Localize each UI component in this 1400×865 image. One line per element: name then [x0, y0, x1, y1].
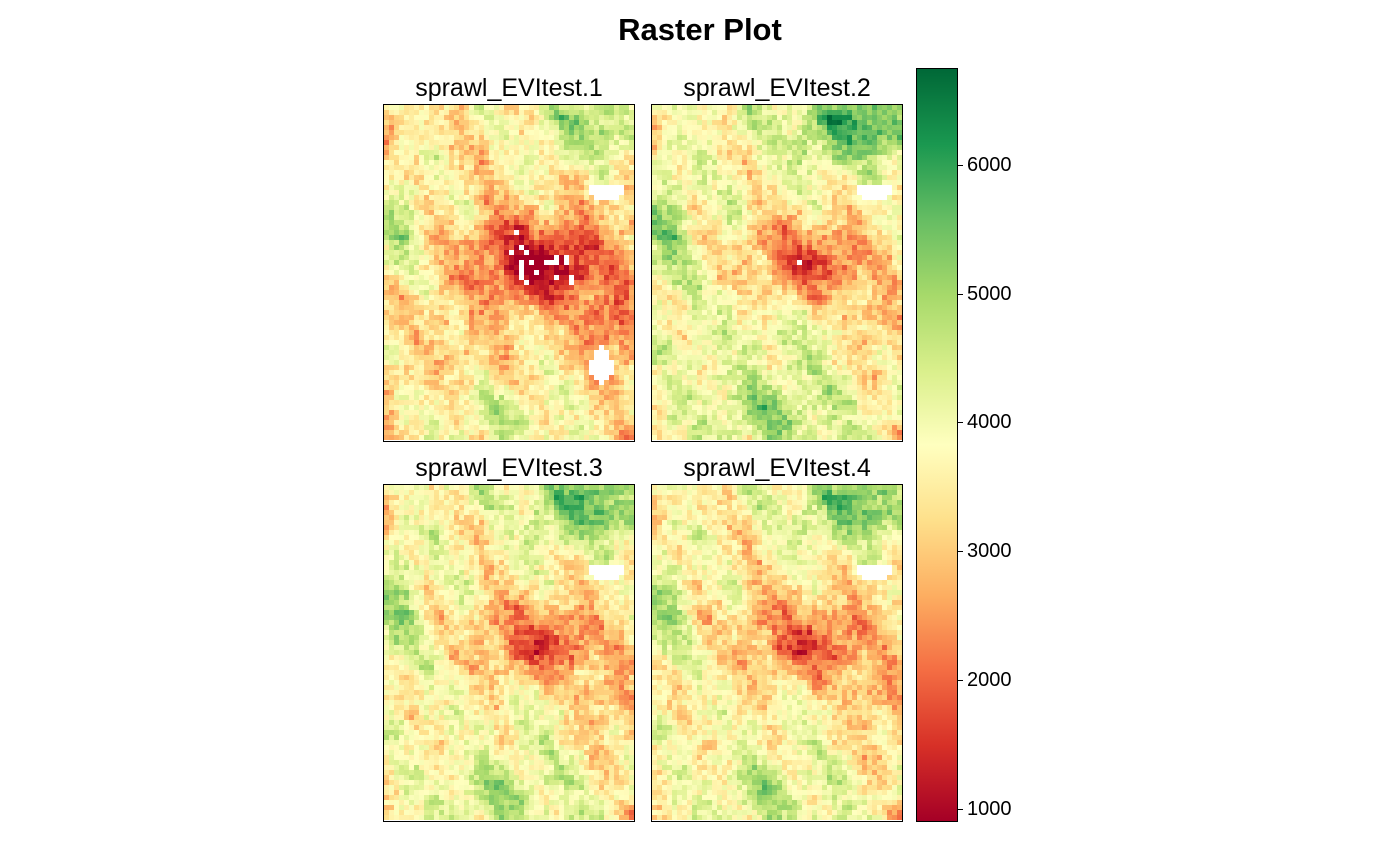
panel-title-3: sprawl_EVItest.3	[415, 454, 603, 482]
raster-image-2	[652, 105, 902, 440]
raster-panel-2	[651, 104, 903, 442]
panel-title-1: sprawl_EVItest.1	[415, 74, 603, 102]
raster-panel-4	[651, 484, 903, 822]
color-key-tick-label: 6000	[967, 154, 1012, 176]
color-key-tick-label: 5000	[967, 283, 1012, 305]
color-key-tick-label: 1000	[967, 798, 1012, 820]
color-key-tick	[957, 809, 963, 810]
color-key-tick	[957, 294, 963, 295]
color-key-tick-label: 3000	[967, 540, 1012, 562]
color-key-tick-label: 2000	[967, 669, 1012, 691]
color-key-tick	[957, 680, 963, 681]
color-key	[916, 68, 958, 822]
panel-title-2: sprawl_EVItest.2	[683, 74, 871, 102]
color-key-tick-label: 4000	[967, 411, 1012, 433]
color-key-tick	[957, 165, 963, 166]
panel-title-4: sprawl_EVItest.4	[683, 454, 871, 482]
raster-image-4	[652, 485, 902, 820]
raster-panel-1	[383, 104, 635, 442]
chart-title: Raster Plot	[618, 12, 782, 47]
raster-image-1	[384, 105, 634, 440]
color-key-tick	[957, 551, 963, 552]
color-key-tick	[957, 422, 963, 423]
raster-panel-3	[383, 484, 635, 822]
raster-image-3	[384, 485, 634, 820]
